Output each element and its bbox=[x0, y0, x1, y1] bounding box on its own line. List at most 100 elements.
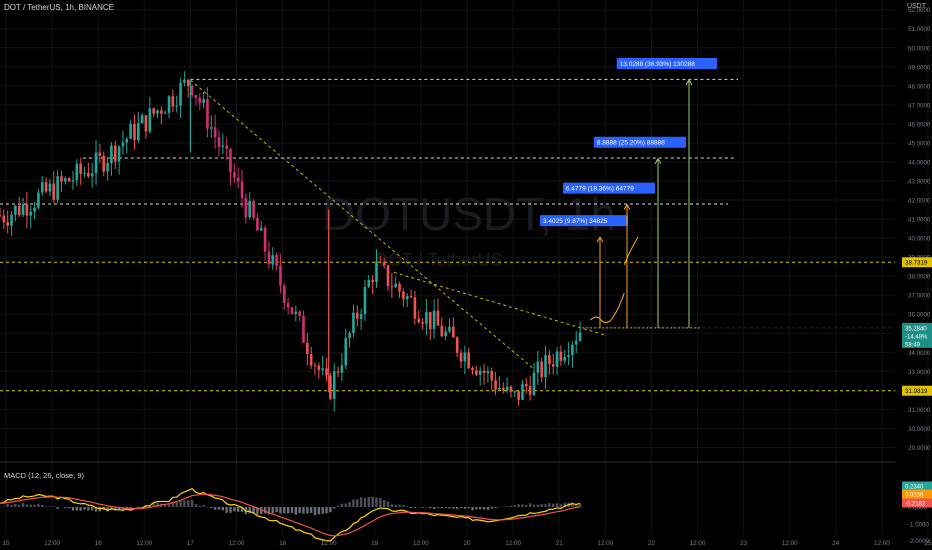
macd-histogram-bar bbox=[210, 507, 213, 509]
candle-body bbox=[294, 311, 298, 314]
macd-histogram-bar bbox=[382, 499, 386, 507]
time-tick: 21 bbox=[556, 540, 564, 547]
target-arrowhead bbox=[623, 203, 631, 210]
price-tick: 47.0000 bbox=[908, 102, 931, 109]
target-label: 3.4025 (9.87%) 34825 bbox=[543, 218, 608, 225]
candle-body bbox=[371, 280, 374, 283]
macd-value-label: -0.2182 bbox=[905, 502, 926, 508]
macd-histogram-bar bbox=[229, 507, 232, 513]
candle-body bbox=[152, 108, 155, 114]
candle-body bbox=[71, 180, 75, 182]
macd-histogram-bar bbox=[260, 507, 263, 515]
target-arrowhead bbox=[685, 78, 693, 86]
macd-histogram-bar bbox=[213, 507, 217, 510]
candle-body bbox=[375, 261, 378, 283]
candle-body bbox=[67, 178, 71, 182]
target-badge bbox=[562, 182, 655, 194]
macd-histogram-bar bbox=[471, 507, 474, 511]
macd-histogram-bar bbox=[575, 503, 578, 507]
macd-pane bbox=[0, 487, 582, 542]
macd-histogram-bar bbox=[298, 507, 301, 514]
candle-body bbox=[306, 342, 309, 354]
candle-body bbox=[163, 112, 167, 114]
macd-histogram-bar bbox=[455, 507, 459, 509]
macd-histogram-bar bbox=[6, 503, 9, 507]
macd-histogram-bar bbox=[110, 507, 113, 510]
macd-histogram-bar bbox=[125, 507, 128, 508]
candle-body bbox=[574, 340, 578, 345]
candle-body bbox=[459, 352, 463, 362]
candle-body bbox=[409, 296, 413, 298]
candle-body bbox=[83, 172, 86, 174]
candle-body bbox=[44, 182, 48, 192]
candle-body bbox=[517, 391, 520, 400]
candle-body bbox=[455, 337, 459, 353]
candle-body bbox=[421, 322, 424, 324]
candle-body bbox=[336, 371, 340, 373]
horizontal-levels[interactable] bbox=[0, 78, 895, 392]
macd-histogram-bar bbox=[163, 504, 167, 507]
time-tick: 24 bbox=[832, 540, 840, 547]
target-lines[interactable]: 3.4025 (9.87%) 34825 6.4779 (18.36%) 6477… bbox=[540, 57, 717, 329]
macd-histogram-bar bbox=[48, 506, 52, 507]
candle-body bbox=[106, 162, 109, 172]
current-price-label: 35.2840 bbox=[905, 326, 927, 332]
macd-histogram-bar bbox=[317, 507, 321, 515]
macd-histogram-bar bbox=[190, 499, 194, 507]
candle-body bbox=[559, 351, 563, 361]
time-tick: 17 bbox=[187, 540, 195, 547]
macd-histogram-bar bbox=[563, 502, 566, 507]
candle-body bbox=[317, 365, 321, 371]
candle-body bbox=[213, 127, 217, 138]
macd-histogram-bar bbox=[2, 506, 6, 507]
macd-histogram-bar bbox=[194, 504, 198, 507]
time-tick: 12:00 bbox=[597, 540, 613, 547]
candle-body bbox=[417, 318, 421, 323]
candle-body bbox=[14, 205, 17, 215]
candle-body bbox=[6, 222, 9, 226]
candle-body bbox=[209, 127, 213, 129]
candle-body bbox=[117, 146, 121, 162]
macd-histogram-bar bbox=[479, 507, 482, 510]
candle-body bbox=[144, 115, 148, 132]
candle-body bbox=[494, 380, 497, 390]
candle-body bbox=[194, 95, 198, 98]
candle-body bbox=[259, 227, 263, 231]
candle-body bbox=[309, 353, 313, 366]
macd-histogram-bar bbox=[532, 504, 536, 507]
macd-histogram-bar bbox=[29, 504, 32, 507]
candle-body bbox=[432, 310, 436, 329]
signal-line bbox=[0, 493, 581, 537]
candle-body bbox=[48, 183, 52, 192]
macd-histogram-bar bbox=[459, 507, 463, 508]
price-tick: 36.0000 bbox=[908, 312, 931, 319]
trendlines[interactable] bbox=[190, 79, 606, 368]
candle-body bbox=[463, 352, 467, 362]
macd-histogram-bar bbox=[344, 503, 347, 507]
macd-histogram-bar bbox=[18, 504, 21, 507]
candle-body bbox=[425, 311, 428, 324]
candle-body bbox=[125, 138, 129, 143]
macd-histogram-bar bbox=[240, 507, 244, 513]
candle-body bbox=[113, 145, 117, 162]
time-tick: 15 bbox=[2, 540, 10, 547]
price-tick: 42.0000 bbox=[908, 198, 931, 205]
macd-value-bg bbox=[902, 498, 932, 508]
trendline bbox=[393, 271, 606, 336]
time-tick: 12:00 bbox=[874, 540, 890, 547]
macd-histogram-bar bbox=[336, 505, 340, 507]
macd-histogram-bar bbox=[578, 503, 582, 507]
target-badge bbox=[593, 136, 686, 148]
macd-histogram-bar bbox=[525, 504, 528, 507]
projection-arrows[interactable] bbox=[589, 236, 639, 324]
macd-histogram-bar bbox=[333, 507, 336, 509]
candle-body bbox=[10, 214, 13, 226]
macd-histogram-bar bbox=[21, 502, 25, 507]
macd-histogram-bar bbox=[313, 507, 317, 516]
candle-body bbox=[129, 123, 132, 139]
macd-histogram-bar bbox=[267, 507, 271, 515]
time-axis[interactable]: 15 12:00 16 12:00 17 12:00 18 12:00 19 12:00 20 12:… bbox=[2, 540, 932, 547]
candle-body bbox=[190, 85, 194, 96]
macd-histogram-bar bbox=[294, 507, 298, 515]
